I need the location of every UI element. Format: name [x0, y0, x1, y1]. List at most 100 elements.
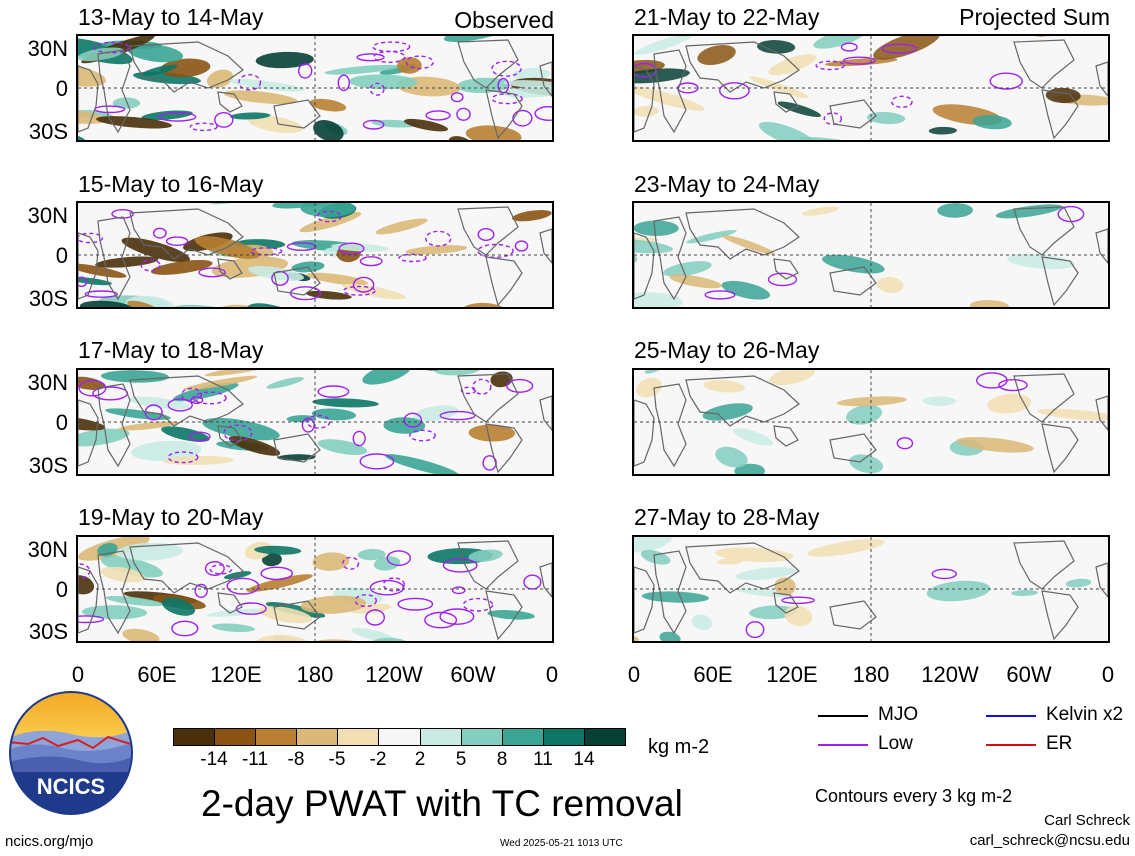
legend-label-mjo: MJO — [878, 704, 919, 725]
anomaly-blob — [644, 370, 666, 374]
anomaly-blob — [1011, 589, 1039, 596]
contour-low — [442, 558, 478, 573]
anomaly-blob — [735, 567, 796, 581]
contour-low — [365, 609, 385, 626]
contour-low — [767, 272, 798, 287]
contour-low — [842, 56, 876, 65]
anomaly-blob — [248, 115, 304, 133]
map-panel-right-1 — [632, 34, 1110, 142]
anomaly-blob — [248, 266, 304, 281]
contour-low — [188, 431, 211, 442]
anomaly-blob — [78, 47, 125, 62]
coastline — [97, 550, 131, 635]
anomaly-blob — [78, 108, 108, 124]
contour-low — [781, 596, 816, 605]
anomaly-blob — [928, 126, 957, 135]
anomaly-blob — [736, 588, 795, 598]
contour-low — [316, 210, 342, 223]
contour-low — [704, 290, 736, 300]
author-name: Carl Schreck — [1044, 812, 1130, 829]
anomaly-blob — [286, 415, 316, 423]
anomaly-blob — [78, 428, 130, 447]
contour-low — [382, 577, 405, 592]
anomaly-blob — [659, 631, 681, 641]
panel-title-right-2: 23-May to 24-May — [634, 171, 820, 197]
contour-low — [78, 276, 88, 288]
anomaly-blob — [312, 552, 350, 571]
anomaly-blob — [807, 539, 885, 557]
lat-label-eq: 0 — [55, 410, 68, 435]
anomaly-blob — [813, 36, 865, 49]
coastline — [539, 61, 552, 97]
anomaly-blob — [161, 426, 210, 442]
panel-title-left-4: 19-May to 20-May — [78, 504, 264, 530]
panel-title-right-4: 27-May to 28-May — [634, 504, 820, 530]
legend-label-low: Low — [878, 733, 913, 754]
coastline — [634, 399, 655, 467]
contour-low — [362, 119, 385, 130]
coastline — [685, 41, 800, 93]
legend-line-er — [986, 744, 1036, 746]
anomaly-blob — [121, 237, 190, 263]
anomaly-blob — [375, 218, 428, 235]
anomaly-blob — [749, 76, 809, 99]
contour-low — [152, 227, 167, 239]
anomaly-blob — [405, 245, 468, 255]
colorbar-tick: 5 — [455, 749, 467, 770]
lon-label: 60W — [1006, 662, 1052, 687]
anomaly-blob — [468, 424, 516, 442]
contour-low — [398, 253, 427, 263]
anomaly-blob — [312, 398, 379, 408]
anomaly-blob — [1037, 408, 1108, 421]
anomaly-blob — [255, 51, 314, 69]
contour-low — [424, 611, 458, 629]
anomaly-blob — [207, 608, 265, 617]
coastline — [829, 433, 877, 463]
coastline — [97, 216, 131, 301]
anomaly-blob — [926, 580, 991, 602]
coastline — [78, 399, 99, 467]
colorbar-tick: 8 — [496, 749, 508, 770]
coastline — [129, 375, 244, 427]
website-link[interactable]: ncics.org/mjo — [5, 833, 94, 850]
contour-low — [881, 43, 918, 54]
legend-line-low — [818, 744, 868, 746]
coastline — [273, 99, 321, 129]
anomaly-blob — [331, 243, 389, 252]
anomaly-blob — [774, 577, 796, 596]
anomaly-blob — [272, 203, 335, 209]
coastline — [1013, 39, 1075, 89]
lat-label-30n: 30N — [27, 537, 68, 562]
main-title: 2-day PWAT with TC removal — [201, 783, 683, 824]
coastline — [485, 89, 523, 140]
colorbar-tick: -2 — [369, 749, 387, 770]
anomaly-blob — [634, 537, 674, 553]
anomaly-blob — [300, 595, 367, 614]
contour-low — [167, 451, 199, 464]
anomaly-blob — [96, 116, 172, 129]
contour-low — [369, 579, 405, 596]
legend-label-er: ER — [1046, 733, 1073, 754]
contour-low — [512, 109, 533, 127]
anomaly-blob — [162, 455, 234, 466]
anomaly-blob — [468, 549, 503, 562]
contour-low — [194, 583, 208, 599]
anomaly-blob — [383, 417, 426, 434]
lat-label-30s: 30S — [28, 286, 68, 311]
coastline — [773, 91, 799, 113]
map-panel-left-3 — [76, 368, 554, 476]
contour-low — [356, 53, 385, 62]
logo-text: NCICS — [37, 774, 105, 799]
colorbar-swatch — [296, 729, 338, 745]
coastline — [457, 39, 519, 89]
colorbar-swatch — [583, 729, 626, 745]
contour-low — [111, 208, 134, 219]
coastline — [539, 395, 552, 431]
anomaly-blob — [697, 45, 736, 65]
anomaly-blob — [161, 597, 196, 616]
coastline — [653, 383, 687, 468]
contour-low — [369, 82, 385, 96]
coastline — [634, 65, 655, 133]
lon-label: 120W — [365, 662, 423, 687]
anomaly-blob — [78, 263, 127, 278]
